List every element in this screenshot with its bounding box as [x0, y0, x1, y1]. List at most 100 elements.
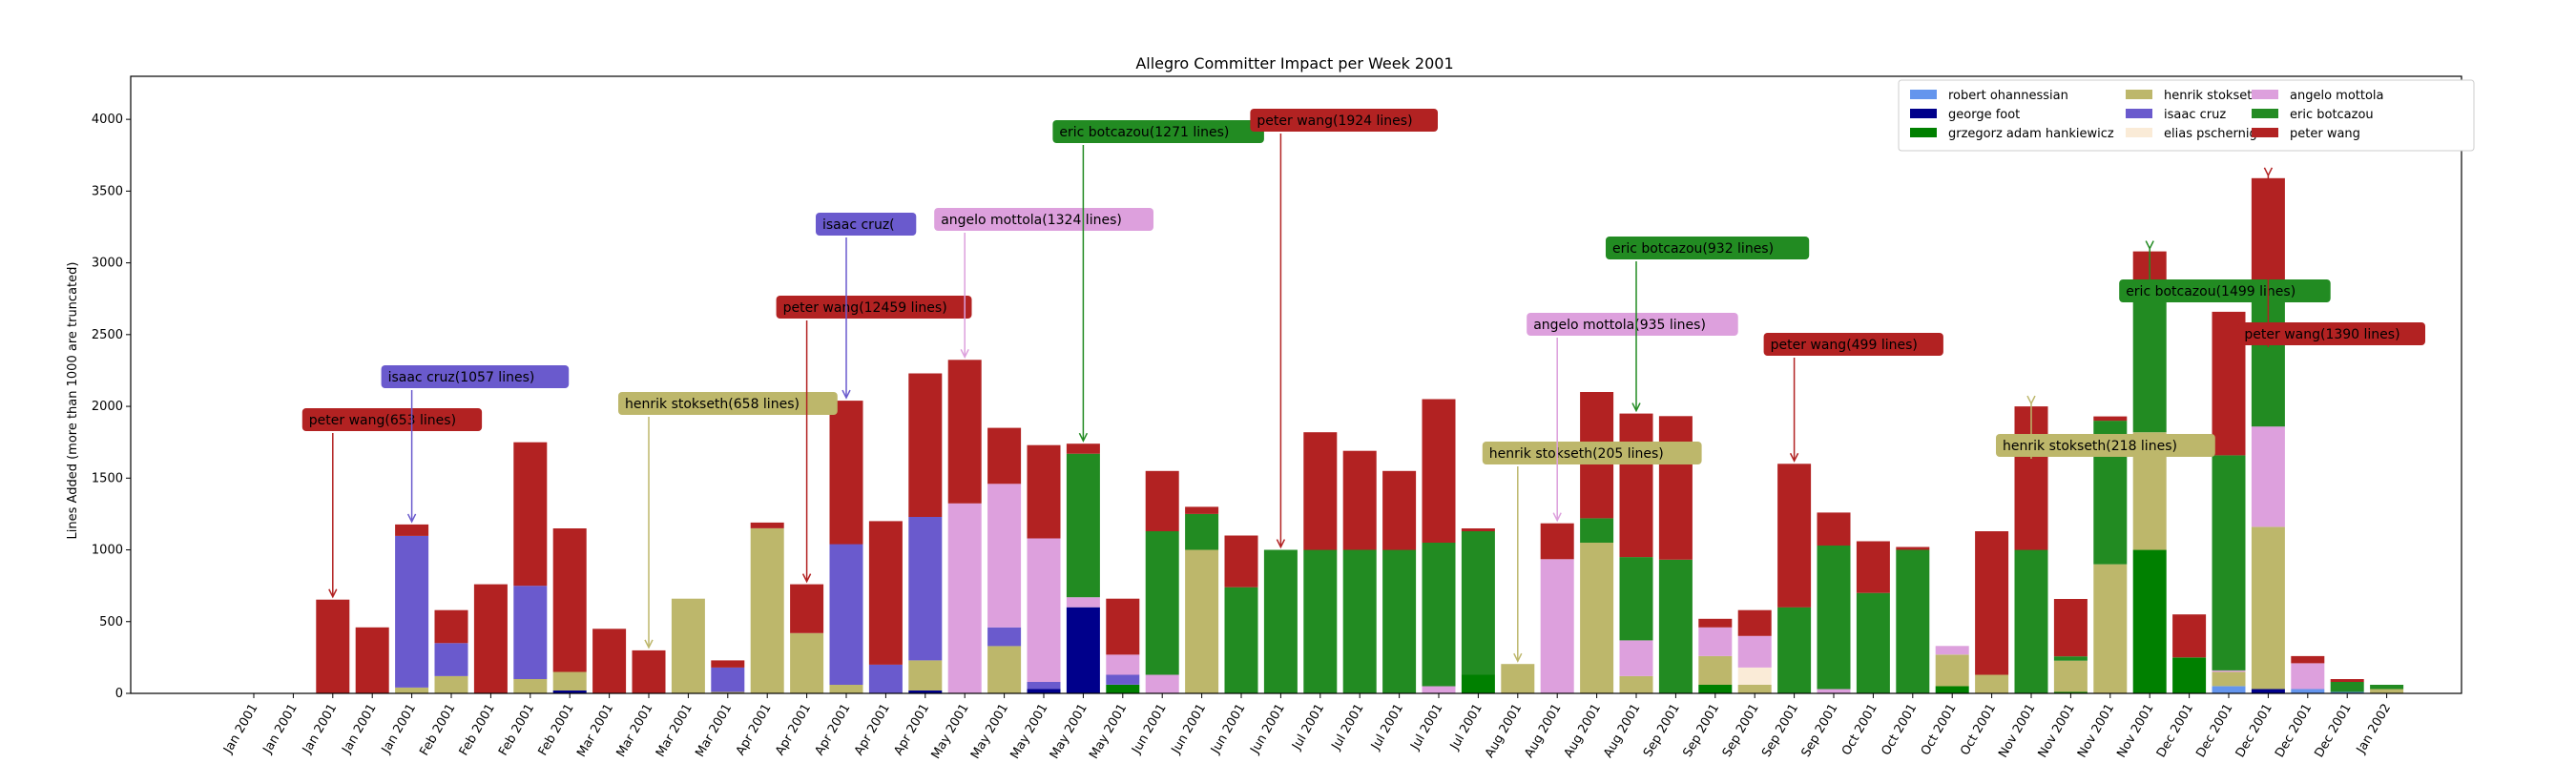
bar-segment-henrik-stokseth: [2053, 660, 2088, 692]
x-tick-label: May 2001: [1087, 702, 1130, 762]
bar-segment-robert-ohannessian: [2212, 686, 2246, 693]
y-tick-label: 2000: [92, 400, 123, 414]
x-tick-label: Oct 2001: [1919, 702, 1960, 758]
bar-segment-peter-wang: [987, 427, 1022, 485]
bar-segment-henrik-stokseth: [908, 660, 943, 691]
bar-segment-angelo-mottola: [2212, 670, 2246, 672]
x-tick-label: Aug 2001: [1522, 702, 1564, 761]
legend-swatch: [1910, 109, 1937, 118]
bar-segment-peter-wang: [947, 360, 982, 504]
bar-segment-peter-wang: [1422, 399, 1456, 543]
x-tick-label: Nov 2001: [2075, 702, 2117, 761]
annotation-box: [816, 213, 917, 236]
x-tick-label: Dec 2001: [2233, 702, 2275, 761]
bar-segment-henrik-stokseth: [750, 528, 784, 693]
annotation-box: [934, 208, 1153, 231]
bar-segment-henrik-stokseth: [711, 691, 745, 693]
bar-segment-george-foot: [552, 691, 587, 693]
annotation-text: eric botcazou(1499 lines): [2126, 284, 2296, 299]
bar-segment-henrik-stokseth: [2212, 671, 2246, 687]
bar-segment-angelo-mottola: [2291, 663, 2325, 690]
bar-segment-peter-wang: [473, 584, 508, 693]
annotation-box: [2237, 322, 2425, 345]
x-tick-label: Apr 2001: [773, 702, 814, 758]
annotation: peter wang(12459 lines): [776, 296, 972, 584]
annotation: peter wang(1924 lines): [1250, 109, 1438, 549]
x-tick-label: Nov 2001: [2036, 702, 2078, 761]
arrow-head-icon: [2026, 395, 2036, 405]
bar-segment-peter-wang: [513, 442, 548, 587]
bar-segment-isaac-cruz: [711, 667, 745, 692]
bar-segment-henrik-stokseth: [1580, 543, 1614, 693]
arrow-head-icon: [328, 588, 338, 599]
bar-segment-grzegorz-adam-hankiewicz: [1461, 674, 1495, 693]
annotation-box: [1250, 109, 1438, 132]
x-tick-label: Feb 2001: [496, 702, 537, 759]
bar-segment-eric-botcazou: [1342, 549, 1377, 693]
bar-segment-henrik-stokseth: [395, 688, 429, 693]
x-tick-label: Jul 2001: [1447, 702, 1485, 753]
bar-segment-eric-botcazou: [2014, 549, 2048, 693]
y-tick-label: 2500: [92, 328, 123, 342]
x-tick-label: Apr 2001: [891, 702, 932, 758]
plot-frame: [130, 75, 2462, 694]
annotation-text: eric botcazou(932 lines): [1612, 241, 1774, 257]
legend-swatch: [2252, 109, 2278, 118]
bar-segment-eric-botcazou: [1619, 557, 1653, 641]
arrow-head-icon: [644, 639, 654, 650]
legend-swatch: [2126, 128, 2152, 137]
bar-segment-eric-botcazou: [1422, 543, 1456, 687]
x-tick-label: Jan 2001: [260, 702, 301, 757]
x-tick-label: Apr 2001: [813, 702, 854, 758]
x-tick-label: Aug 2001: [1601, 702, 1643, 761]
bar-segment-eric-botcazou: [2132, 288, 2167, 433]
bar-segment-peter-wang: [1658, 416, 1693, 560]
arrow-head-icon: [1513, 652, 1523, 663]
arrow-head-icon: [801, 573, 812, 584]
bar-segment-henrik-stokseth: [513, 679, 548, 693]
bar-segment-henrik-stokseth: [1935, 654, 1969, 687]
bar-segment-angelo-mottola: [1422, 686, 1456, 693]
bar-segment-isaac-cruz: [908, 516, 943, 661]
annotation: henrik stokseth(658 lines): [618, 392, 838, 650]
annotation: henrik stokseth(205 lines): [1482, 442, 1702, 663]
x-tick-label: Feb 2001: [457, 702, 498, 759]
bar-segment-george-foot: [1027, 689, 1061, 693]
arrow-head-icon: [2145, 240, 2154, 251]
bar-segment-peter-wang: [434, 609, 468, 644]
annotation: peter wang(653 lines): [301, 408, 483, 599]
bar-segment-peter-wang: [1303, 432, 1338, 550]
arrow-head-icon: [406, 513, 417, 524]
arrow-head-icon: [1631, 402, 1641, 413]
x-tick-label: Jul 2001: [1368, 702, 1406, 753]
y-tick-label: 500: [99, 615, 123, 629]
legend-label: peter wang: [2290, 127, 2360, 141]
annotation-box: [618, 392, 838, 415]
bar-segment-angelo-mottola: [1737, 635, 1772, 668]
bar-segment-angelo-mottola: [947, 503, 982, 693]
annotation: peter wang(1390 lines): [2237, 167, 2425, 347]
bar-segment-eric-botcazou: [1185, 513, 1219, 550]
x-tick-label: Sep 2001: [1720, 702, 1762, 760]
legend-swatch: [1910, 90, 1937, 99]
x-tick-label: May 2001: [929, 702, 972, 762]
bar-segment-peter-wang: [2093, 416, 2128, 422]
bar-segment-angelo-mottola: [1027, 538, 1061, 682]
bar-segment-peter-wang: [1540, 523, 1574, 560]
arrow-head-icon: [2263, 167, 2274, 177]
legend-frame: [1898, 79, 2475, 152]
bar-segment-angelo-mottola: [2251, 426, 2285, 527]
annotation-text: peter wang(1390 lines): [2244, 327, 2399, 342]
bar-segment-eric-botcazou: [1382, 549, 1417, 693]
annotation: isaac cruz(1057 lines): [381, 365, 570, 524]
bar-segment-henrik-stokseth: [552, 671, 587, 691]
annotation-box: [1052, 120, 1264, 143]
annotation-box: [1763, 333, 1943, 356]
y-tick-label: 4000: [92, 113, 123, 127]
bar-segment-isaac-cruz: [868, 664, 903, 693]
bar-segment-peter-wang: [1619, 413, 1653, 558]
bar-segment-peter-wang: [711, 660, 745, 668]
annotation-box: [776, 296, 972, 319]
bar-segment-isaac-cruz: [1027, 682, 1061, 690]
bar-segment-grzegorz-adam-hankiewicz: [2053, 691, 2088, 693]
